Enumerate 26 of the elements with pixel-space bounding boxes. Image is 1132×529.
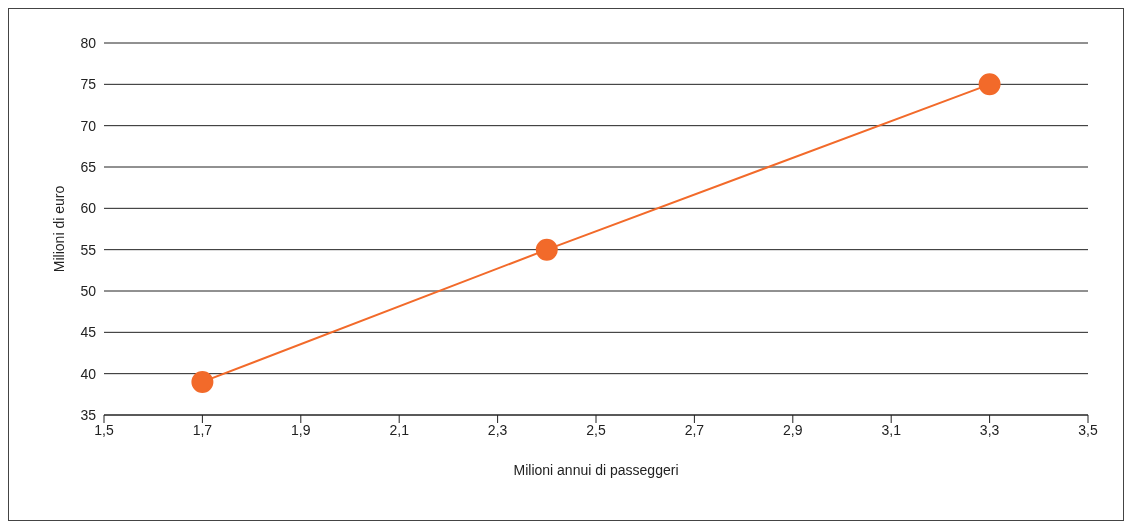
x-tick-label: 2,1 (389, 421, 410, 438)
x-tick-label: 2,3 (487, 421, 508, 438)
x-tick-label: 1,9 (291, 421, 311, 438)
x-tick-label: 1,7 (192, 421, 213, 438)
x-tick-label: 3,3 (979, 421, 1000, 438)
point (978, 73, 1001, 96)
y-tick-label: 70 (80, 117, 97, 134)
y-tick-label: 45 (80, 324, 97, 341)
y-tick-label: 40 (80, 365, 97, 382)
x-tick-label: 1,5 (94, 421, 114, 438)
x-tick-label: 3,1 (881, 421, 902, 438)
x-tick-label: 2,5 (586, 421, 606, 438)
x-tick-label: 2,9 (783, 421, 803, 438)
y-tick-label: 60 (80, 200, 97, 217)
y-tick-label: 75 (80, 76, 97, 93)
x-tick-label: 2,7 (684, 421, 705, 438)
point (535, 238, 558, 261)
y-tick-label: 35 (80, 406, 97, 423)
y-tick-label: 65 (80, 158, 97, 175)
y-tick-label: 50 (80, 282, 97, 299)
y-tick-label: 80 (80, 34, 97, 51)
y-tick-label: 55 (80, 241, 97, 258)
x-tick-label: 3,5 (1078, 421, 1098, 438)
point (191, 370, 214, 393)
x-axis-title: Milioni annui di passeggeri (513, 462, 679, 478)
y-axis-title: Milioni di euro (50, 185, 67, 273)
